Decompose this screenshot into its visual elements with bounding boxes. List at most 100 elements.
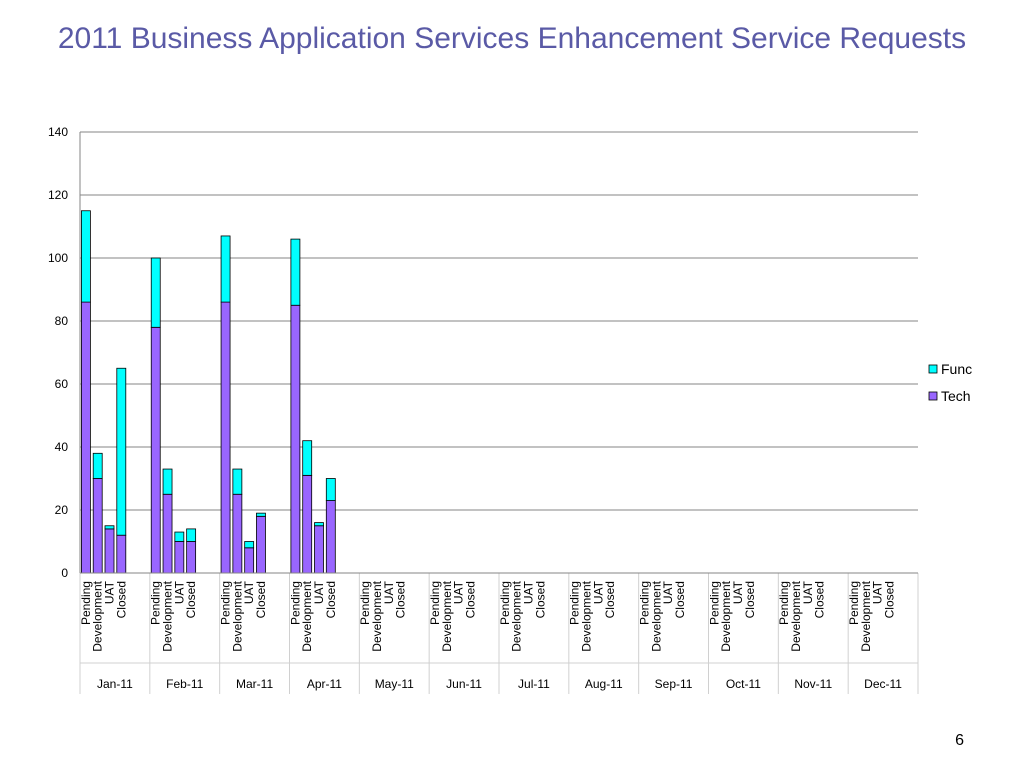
x-subcategory-label: UAT: [522, 580, 536, 604]
x-subcategory-label: Development: [161, 580, 175, 651]
bar-func: [81, 210, 91, 303]
x-subcategory-label: Development: [91, 580, 105, 651]
x-group-label: Dec-11: [864, 677, 902, 691]
x-group-label: Jan-11: [97, 677, 133, 691]
bar-func: [232, 468, 243, 495]
x-group-label: Sep-11: [655, 677, 693, 691]
y-tick-label: 120: [48, 188, 68, 202]
bar-func: [174, 531, 185, 542]
x-subcategory-label: Closed: [254, 581, 268, 618]
bar-tech: [116, 534, 127, 574]
x-subcategory-label: UAT: [382, 580, 396, 604]
x-group-label: May-11: [375, 677, 414, 691]
x-group-label: Jun-11: [446, 677, 482, 691]
x-subcategory-label: Pending: [498, 581, 512, 625]
bar-func: [325, 478, 336, 501]
x-subcategory-label: UAT: [452, 580, 466, 604]
x-subcategory-label: Closed: [673, 581, 687, 618]
y-tick-label: 20: [55, 503, 69, 517]
x-subcategory-label: UAT: [731, 580, 745, 604]
x-subcategory-label: Development: [719, 580, 733, 651]
bar-tech: [290, 304, 301, 574]
x-subcategory-label: UAT: [103, 580, 117, 604]
x-subcategory-label: UAT: [312, 580, 326, 604]
y-tick-label: 140: [48, 125, 68, 139]
x-subcategory-label: Closed: [882, 581, 896, 618]
bar-func: [290, 238, 301, 306]
x-group-label: Mar-11: [236, 677, 273, 691]
bar-tech: [162, 493, 173, 574]
x-subcategory-label: Development: [440, 580, 454, 651]
bar-func: [186, 528, 197, 542]
bar-func: [162, 468, 173, 495]
page-number: 6: [955, 732, 964, 749]
bar-tech: [104, 528, 115, 574]
x-subcategory-label: Pending: [428, 581, 442, 625]
bar-func: [314, 522, 324, 527]
x-subcategory-label: Closed: [394, 581, 408, 618]
x-subcategory-label: Closed: [114, 581, 128, 618]
x-subcategory-label: UAT: [661, 580, 675, 604]
x-subcategory-label: Closed: [743, 581, 757, 618]
x-group-label: Apr-11: [307, 677, 342, 691]
legend-label: Func: [941, 361, 972, 377]
x-subcategory-label: Pending: [358, 581, 372, 625]
bar-tech: [325, 500, 336, 574]
y-tick-label: 80: [55, 314, 69, 328]
x-subcategory-label: Development: [649, 580, 663, 651]
legend-label: Tech: [941, 388, 971, 404]
x-subcategory-label: Pending: [219, 581, 233, 625]
bar-tech: [220, 301, 231, 574]
bar-tech: [314, 525, 324, 574]
x-subcategory-label: UAT: [591, 580, 605, 604]
x-subcategory-label: UAT: [172, 580, 186, 604]
bar-tech: [302, 474, 313, 574]
y-tick-label: 0: [61, 566, 68, 580]
bar-func: [302, 440, 313, 476]
bar-tech: [186, 541, 197, 574]
slide-title: 2011 Business Application Services Enhan…: [57, 22, 967, 55]
y-tick-label: 40: [55, 440, 69, 454]
y-tick-label: 60: [55, 377, 69, 391]
bar-tech: [92, 478, 103, 574]
bar-tech: [232, 493, 243, 574]
bar-func: [220, 235, 231, 303]
bar-func: [116, 367, 127, 536]
x-group-label: Feb-11: [166, 677, 203, 691]
x-subcategory-label: Pending: [638, 581, 652, 625]
x-subcategory-label: Pending: [79, 581, 93, 625]
bar-func: [244, 541, 255, 549]
bar-tech: [150, 326, 161, 574]
x-subcategory-label: Closed: [324, 581, 338, 618]
bar-tech: [81, 301, 91, 574]
bar-func: [92, 452, 103, 479]
bar-func: [150, 257, 161, 328]
x-subcategory-label: Pending: [568, 581, 582, 625]
x-subcategory-label: Closed: [463, 581, 477, 618]
x-subcategory-label: Development: [859, 580, 873, 651]
bar-tech: [244, 547, 255, 574]
x-subcategory-label: Pending: [149, 581, 163, 625]
x-subcategory-label: Pending: [777, 581, 791, 625]
x-subcategory-label: Development: [580, 580, 594, 651]
x-subcategory-label: UAT: [242, 580, 256, 604]
x-subcategory-label: Development: [370, 580, 384, 651]
x-subcategory-label: UAT: [801, 580, 815, 604]
bar-tech: [256, 515, 266, 574]
x-group-label: Nov-11: [794, 677, 832, 691]
x-subcategory-label: Closed: [184, 581, 198, 618]
bar-func: [104, 525, 115, 530]
legend-swatch: [928, 391, 938, 401]
bar-func: [256, 512, 266, 517]
x-subcategory-label: UAT: [871, 580, 885, 604]
x-subcategory-label: Closed: [813, 581, 827, 618]
x-subcategory-label: Development: [789, 580, 803, 651]
x-subcategory-label: Development: [230, 580, 244, 651]
y-tick-label: 100: [48, 251, 68, 265]
x-subcategory-label: Closed: [603, 581, 617, 618]
x-subcategory-label: Pending: [707, 581, 721, 625]
x-subcategory-label: Pending: [288, 581, 302, 625]
bar-tech: [174, 541, 185, 574]
x-subcategory-label: Pending: [847, 581, 861, 625]
